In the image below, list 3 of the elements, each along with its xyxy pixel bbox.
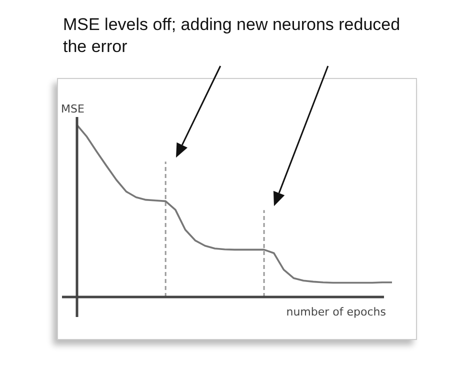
- text: MSE levels off; adding new neurons reduced the error: [63, 14, 402, 58]
- x-axis-title: number of epochs: [286, 305, 386, 318]
- y-axis-title: MSE: [61, 102, 84, 116]
